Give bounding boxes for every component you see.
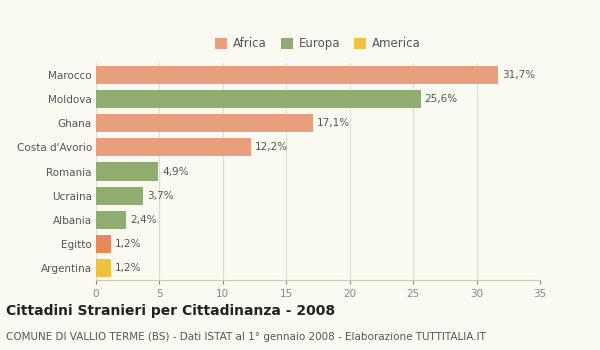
Bar — [96, 235, 111, 253]
Text: 4,9%: 4,9% — [162, 167, 188, 176]
Text: 1,2%: 1,2% — [115, 239, 142, 249]
Bar — [96, 187, 143, 205]
Bar — [96, 90, 421, 108]
Bar — [96, 114, 313, 132]
Text: 31,7%: 31,7% — [502, 70, 535, 80]
Text: COMUNE DI VALLIO TERME (BS) - Dati ISTAT al 1° gennaio 2008 - Elaborazione TUTTI: COMUNE DI VALLIO TERME (BS) - Dati ISTAT… — [6, 332, 486, 343]
Text: 12,2%: 12,2% — [254, 142, 287, 152]
Bar — [96, 211, 127, 229]
Text: 17,1%: 17,1% — [317, 118, 350, 128]
Text: 1,2%: 1,2% — [115, 263, 142, 273]
Text: 2,4%: 2,4% — [130, 215, 157, 225]
Bar — [96, 259, 111, 277]
Bar — [96, 162, 158, 181]
Text: 25,6%: 25,6% — [425, 94, 458, 104]
Text: 3,7%: 3,7% — [147, 191, 173, 201]
Text: Cittadini Stranieri per Cittadinanza - 2008: Cittadini Stranieri per Cittadinanza - 2… — [6, 304, 335, 318]
Bar — [96, 66, 498, 84]
Bar — [96, 138, 251, 156]
Legend: Africa, Europa, America: Africa, Europa, America — [213, 35, 423, 53]
